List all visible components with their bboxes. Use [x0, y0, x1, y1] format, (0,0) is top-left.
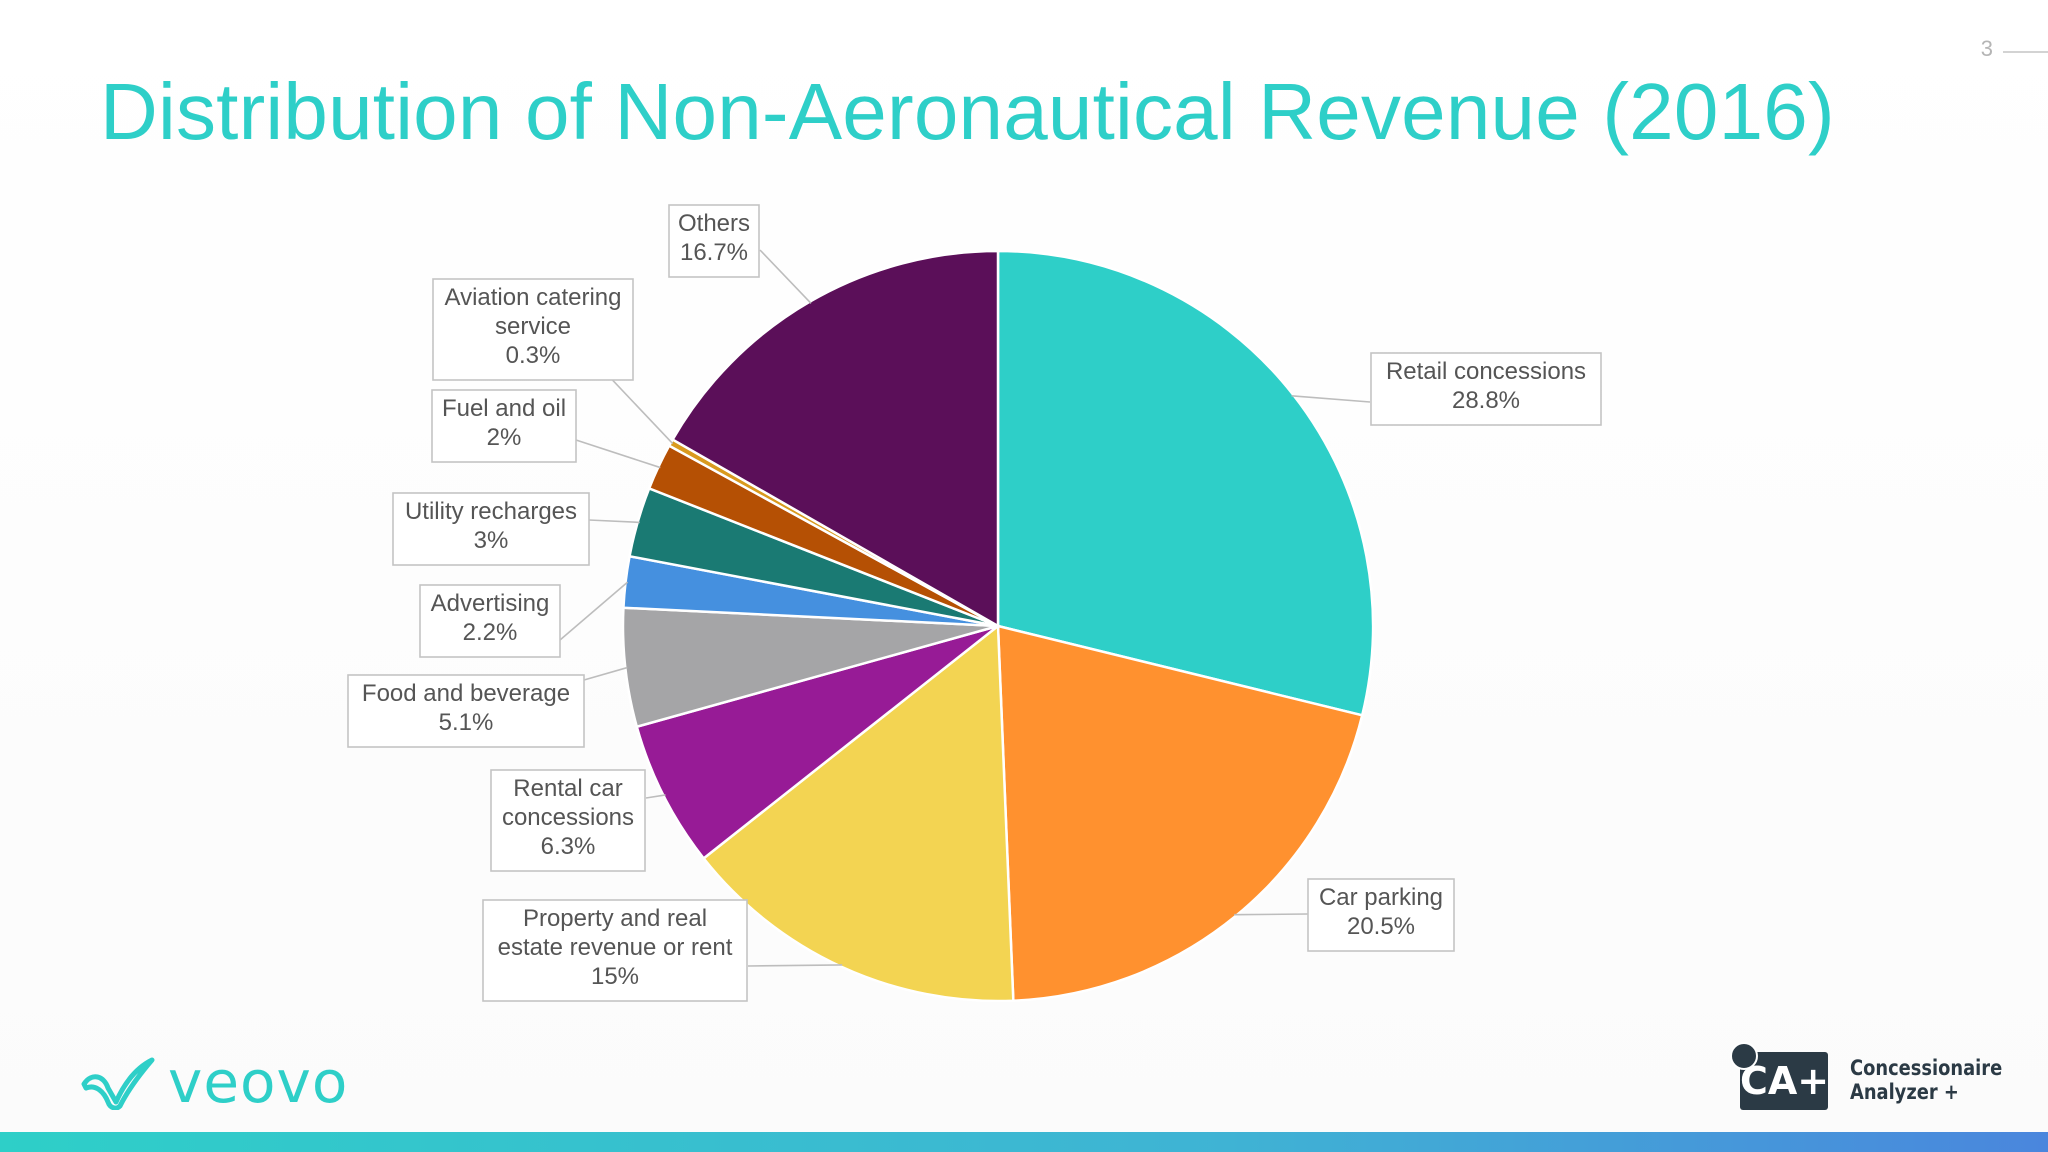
data-label-value: 2.2%	[463, 619, 518, 646]
data-label-value: 20.5%	[1347, 913, 1415, 940]
data-label-box	[668, 204, 760, 278]
leader-line	[747, 964, 843, 967]
data-label-box	[1370, 352, 1602, 426]
data-label-name: Car parking	[1319, 884, 1443, 911]
concessionaire-analyzer-logo: CA+ Concessionaire Analyzer +	[1730, 1038, 2030, 1114]
ca-logo-line2: Analyzer +	[1850, 1080, 1959, 1104]
data-label-box	[419, 584, 561, 658]
data-label-name: Property and real	[523, 905, 707, 932]
veovo-logo: veovo	[78, 1050, 348, 1114]
slide-title: Distribution of Non-Aeronautical Revenue…	[100, 67, 1835, 156]
veovo-wordmark: veovo	[168, 1048, 349, 1116]
data-label-name: estate revenue or rent	[498, 934, 733, 961]
data-label-name: service	[495, 313, 571, 340]
data-label-name: Others	[678, 210, 750, 237]
data-label-value: 6.3%	[541, 833, 596, 860]
leader-line	[1234, 913, 1309, 916]
leader-line	[583, 666, 628, 681]
data-label-value: 2%	[487, 424, 522, 451]
leader-lines	[559, 249, 1371, 967]
data-label-value: 0.3%	[506, 342, 561, 369]
data-label-name: Food and beverage	[362, 680, 570, 707]
data-label-box	[1307, 878, 1455, 952]
pie-slice	[996, 624, 1364, 1002]
data-label-box	[431, 389, 577, 463]
data-label-name: Utility recharges	[405, 498, 577, 525]
ca-logo-text: Concessionaire Analyzer +	[1850, 1056, 2020, 1104]
data-label-value: 28.8%	[1452, 387, 1520, 414]
data-label-box	[490, 769, 646, 872]
data-label-value: 15%	[591, 963, 639, 990]
data-label-name: Aviation catering	[445, 284, 622, 311]
data-label-box	[482, 899, 748, 1002]
page-number: 3	[1980, 36, 1993, 61]
data-label-box	[347, 674, 585, 748]
data-label-box	[432, 278, 634, 381]
data-label-name: Fuel and oil	[442, 395, 566, 422]
data-label-value: 3%	[474, 527, 509, 554]
bottom-accent-bar	[0, 1132, 2048, 1152]
leader-line	[645, 794, 666, 799]
data-label-value: 16.7%	[680, 239, 748, 266]
data-label-value: 5.1%	[439, 709, 494, 736]
leader-line	[559, 581, 629, 641]
pie-slice	[996, 249, 1375, 717]
data-label-box	[392, 492, 590, 566]
leader-line	[602, 369, 674, 445]
veovo-bird-icon	[81, 1057, 155, 1110]
data-label-name: Retail concessions	[1386, 358, 1586, 385]
page-number-rule	[2003, 51, 2048, 53]
data-label-name: Advertising	[431, 590, 550, 617]
data-label-name: Rental car	[513, 775, 622, 802]
leader-line	[588, 519, 640, 524]
ca-logo-line1: Concessionaire	[1850, 1056, 2003, 1080]
pie-slices	[621, 249, 1375, 1003]
leader-line	[1291, 395, 1371, 403]
bar-chart-icon	[1730, 1042, 1758, 1070]
leader-line	[759, 249, 812, 304]
data-label-name: concessions	[502, 804, 634, 831]
pie-slice	[701, 623, 1015, 1003]
leader-line	[575, 439, 661, 469]
